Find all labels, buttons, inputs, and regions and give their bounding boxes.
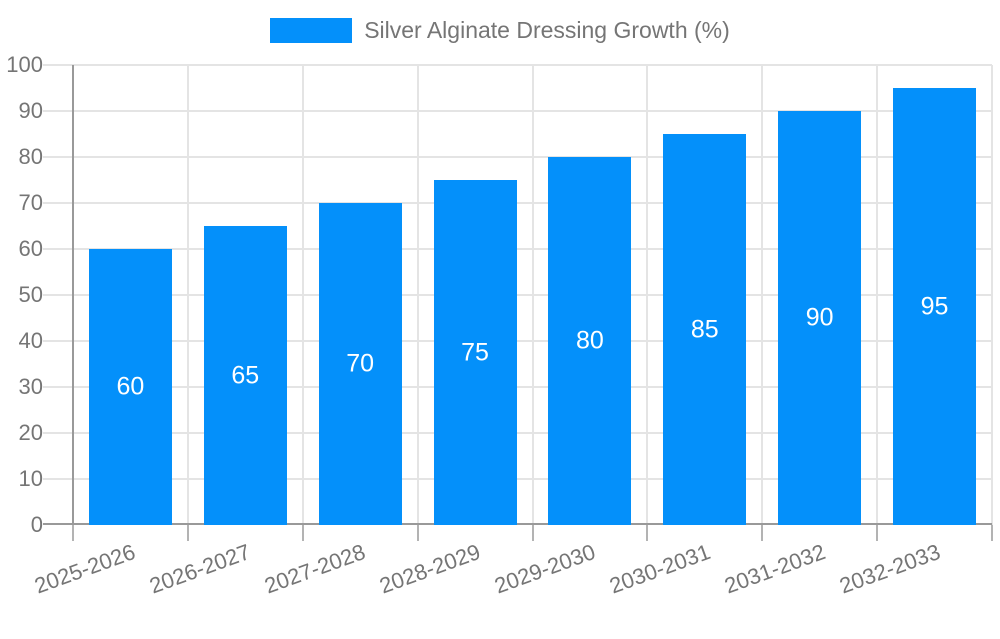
y-axis-tick-label: 20 bbox=[18, 420, 43, 445]
bar[interactable]: 90 bbox=[778, 111, 862, 525]
h-gridline bbox=[43, 386, 992, 388]
bar-value-label: 90 bbox=[805, 303, 834, 332]
bar-value-label: 70 bbox=[346, 349, 375, 378]
v-gridline bbox=[991, 65, 993, 525]
bar[interactable]: 60 bbox=[88, 249, 172, 525]
y-axis-line bbox=[72, 65, 74, 525]
v-gridline bbox=[301, 65, 304, 525]
h-gridline bbox=[43, 110, 992, 112]
y-axis-tick-label: 100 bbox=[6, 52, 43, 77]
h-gridline bbox=[43, 64, 992, 67]
plot-area: 60 65 70 75 80 85 90 95 0 10 20 30 40 50 60 70 80 90 100 20… bbox=[6, 52, 993, 598]
y-axis-tick-label: 70 bbox=[18, 190, 43, 215]
x-axis-tick-label: 2032-2033 bbox=[835, 539, 944, 599]
bar-value-label: 85 bbox=[690, 315, 719, 343]
y-axis-tick-label: 60 bbox=[18, 236, 43, 261]
h-gridline bbox=[43, 294, 992, 296]
legend-swatch-icon bbox=[270, 18, 353, 43]
x-axis-tick bbox=[646, 525, 649, 541]
v-gridline bbox=[416, 65, 419, 525]
h-gridline bbox=[43, 248, 992, 250]
h-gridline bbox=[43, 432, 992, 434]
bar-value-label: 80 bbox=[576, 326, 604, 355]
y-axis-tick-label: 30 bbox=[18, 374, 43, 399]
bar[interactable]: 85 bbox=[663, 134, 747, 525]
v-gridline bbox=[761, 65, 764, 525]
bar-value-label: 60 bbox=[116, 372, 145, 401]
bar[interactable]: 70 bbox=[318, 203, 402, 525]
bar-value-label: 75 bbox=[461, 338, 489, 366]
legend[interactable]: Silver Alginate Dressing Growth (%) bbox=[0, 18, 1000, 43]
y-axis-tick-label: 80 bbox=[18, 144, 43, 169]
h-gridline bbox=[43, 340, 992, 342]
bar[interactable]: 80 bbox=[548, 157, 632, 525]
x-axis-tick bbox=[531, 525, 534, 541]
v-gridline bbox=[876, 65, 879, 525]
y-axis-tick-label: 90 bbox=[18, 98, 43, 123]
h-gridline bbox=[43, 202, 992, 204]
x-axis-tick bbox=[876, 525, 879, 541]
bar[interactable]: 95 bbox=[893, 88, 977, 525]
bar[interactable]: 65 bbox=[203, 226, 287, 525]
bar[interactable]: 75 bbox=[433, 180, 517, 525]
x-axis-tick bbox=[72, 525, 74, 541]
x-axis-tick bbox=[991, 525, 993, 541]
y-axis-tick-label: 40 bbox=[18, 328, 43, 353]
h-gridline bbox=[43, 478, 992, 480]
v-gridline bbox=[646, 65, 649, 525]
v-gridline bbox=[531, 65, 534, 525]
h-gridline bbox=[43, 156, 992, 158]
v-gridline bbox=[186, 65, 189, 525]
x-axis-line bbox=[43, 523, 992, 525]
bar-value-label: 95 bbox=[920, 292, 949, 320]
legend-label: Silver Alginate Dressing Growth (%) bbox=[364, 17, 730, 43]
x-axis-tick bbox=[186, 525, 189, 541]
bar-value-label: 65 bbox=[231, 361, 260, 389]
y-axis-tick-label: 0 bbox=[30, 512, 43, 537]
x-axis-tick bbox=[301, 525, 304, 541]
x-axis-tick bbox=[761, 525, 764, 541]
x-axis-tick bbox=[416, 525, 419, 541]
y-axis-tick-label: 50 bbox=[18, 282, 43, 307]
y-axis-tick-label: 10 bbox=[18, 466, 43, 491]
